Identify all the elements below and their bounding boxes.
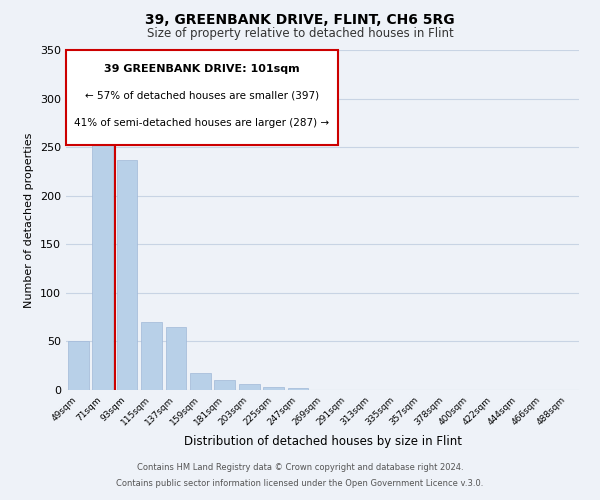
Bar: [263, 387, 284, 390]
Bar: [68, 342, 89, 390]
Text: Contains public sector information licensed under the Open Government Licence v.: Contains public sector information licen…: [116, 478, 484, 488]
Bar: [92, 145, 113, 390]
Text: Size of property relative to detached houses in Flint: Size of property relative to detached ho…: [146, 28, 454, 40]
X-axis label: Distribution of detached houses by size in Flint: Distribution of detached houses by size …: [184, 436, 461, 448]
FancyBboxPatch shape: [66, 50, 338, 145]
Bar: [116, 160, 137, 390]
Text: 39, GREENBANK DRIVE, FLINT, CH6 5RG: 39, GREENBANK DRIVE, FLINT, CH6 5RG: [145, 12, 455, 26]
Bar: [190, 374, 211, 390]
Bar: [214, 380, 235, 390]
Text: Contains HM Land Registry data © Crown copyright and database right 2024.: Contains HM Land Registry data © Crown c…: [137, 464, 463, 472]
Bar: [141, 322, 162, 390]
Text: 41% of semi-detached houses are larger (287) →: 41% of semi-detached houses are larger (…: [74, 118, 329, 128]
Text: 39 GREENBANK DRIVE: 101sqm: 39 GREENBANK DRIVE: 101sqm: [104, 64, 300, 74]
Text: ← 57% of detached houses are smaller (397): ← 57% of detached houses are smaller (39…: [85, 91, 319, 101]
Bar: [287, 388, 308, 390]
Y-axis label: Number of detached properties: Number of detached properties: [25, 132, 34, 308]
Bar: [239, 384, 260, 390]
Bar: [166, 327, 187, 390]
